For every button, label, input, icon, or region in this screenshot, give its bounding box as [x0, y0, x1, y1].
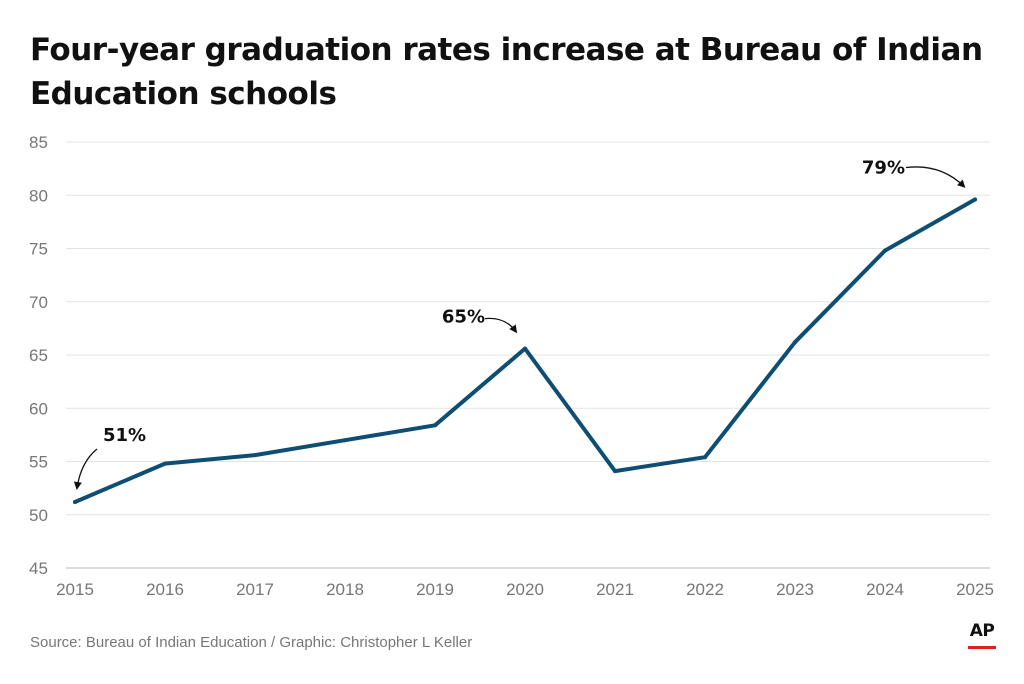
data-point — [973, 197, 977, 202]
x-tick-label: 2018 — [326, 580, 364, 599]
x-tick-label: 2024 — [866, 580, 904, 599]
x-tick-label: 2020 — [506, 580, 544, 599]
y-tick-label: 65 — [29, 346, 48, 365]
data-point — [523, 346, 527, 351]
data-point — [433, 423, 437, 428]
x-tick-label: 2025 — [956, 580, 994, 599]
annotations: 51% 65% 79% — [73, 158, 966, 490]
annotation-label: 65% — [442, 307, 485, 328]
x-axis: 2015 2016 2017 2018 2019 2020 2021 2022 2023 2024… — [56, 580, 994, 599]
data-point — [613, 469, 617, 474]
series-layer — [73, 197, 977, 504]
x-tick-label: 2016 — [146, 580, 184, 599]
annotation-arrow — [905, 166, 966, 188]
ap-logo-bar — [968, 646, 996, 649]
x-tick-label: 2019 — [416, 580, 454, 599]
y-tick-label: 45 — [29, 559, 48, 578]
data-point — [703, 455, 707, 460]
x-tick-label: 2021 — [596, 580, 634, 599]
y-tick-label: 55 — [29, 453, 48, 472]
data-point — [343, 438, 347, 443]
data-point — [883, 248, 887, 253]
ap-logo: AP — [968, 620, 996, 649]
annotation-arrow — [484, 317, 518, 334]
y-tick-label: 75 — [29, 240, 48, 259]
ap-logo-text: AP — [969, 621, 995, 641]
annotation-label: 79% — [862, 158, 905, 179]
y-tick-label: 50 — [29, 506, 48, 525]
y-axis: 45 50 55 60 65 70 75 80 85 — [29, 133, 48, 578]
data-point — [793, 340, 797, 345]
y-tick-label: 60 — [29, 399, 48, 418]
data-point — [73, 499, 77, 504]
x-tick-label: 2017 — [236, 580, 274, 599]
annotation-arrow — [73, 448, 98, 490]
gridlines — [66, 141, 990, 569]
series-line-0 — [73, 197, 977, 504]
y-tick-label: 85 — [29, 133, 48, 152]
x-tick-label: 2015 — [56, 580, 94, 599]
x-tick-label: 2022 — [686, 580, 724, 599]
chart-title: Four-year graduation rates increase at B… — [30, 32, 983, 112]
source-note: Source: Bureau of Indian Education / Gra… — [30, 634, 473, 651]
data-point — [163, 461, 167, 466]
y-tick-label: 80 — [29, 186, 48, 205]
data-point — [253, 453, 257, 458]
annotation-label: 51% — [103, 425, 146, 446]
x-tick-label: 2023 — [776, 580, 814, 599]
y-tick-label: 70 — [29, 293, 48, 312]
